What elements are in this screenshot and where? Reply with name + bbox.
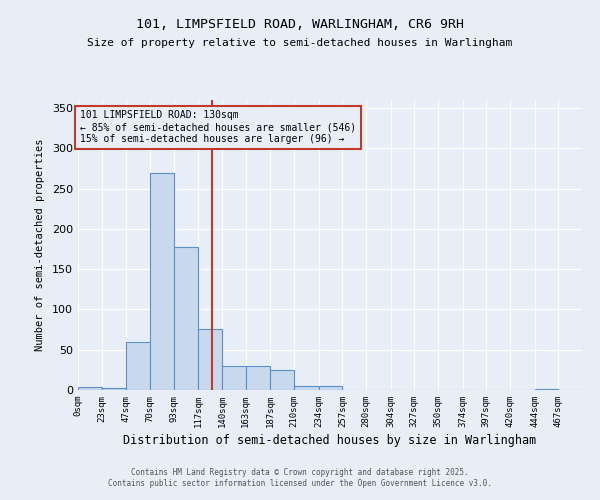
Bar: [271, 370, 294, 390]
Bar: [294, 386, 319, 390]
Bar: [199, 329, 222, 390]
Bar: [78, 387, 101, 390]
Bar: [535, 389, 559, 390]
Bar: [222, 366, 245, 390]
Bar: [319, 386, 343, 390]
Bar: [101, 388, 127, 390]
Text: Contains HM Land Registry data © Crown copyright and database right 2025.
Contai: Contains HM Land Registry data © Crown c…: [108, 468, 492, 487]
Text: Size of property relative to semi-detached houses in Warlingham: Size of property relative to semi-detach…: [88, 38, 512, 48]
Text: 101 LIMPSFIELD ROAD: 130sqm
← 85% of semi-detached houses are smaller (546)
15% : 101 LIMPSFIELD ROAD: 130sqm ← 85% of sem…: [80, 110, 356, 144]
Bar: [127, 342, 150, 390]
Text: 101, LIMPSFIELD ROAD, WARLINGHAM, CR6 9RH: 101, LIMPSFIELD ROAD, WARLINGHAM, CR6 9R…: [136, 18, 464, 30]
Bar: [245, 366, 271, 390]
Y-axis label: Number of semi-detached properties: Number of semi-detached properties: [35, 138, 45, 352]
Bar: [173, 246, 199, 390]
Bar: [150, 172, 173, 390]
X-axis label: Distribution of semi-detached houses by size in Warlingham: Distribution of semi-detached houses by …: [124, 434, 536, 447]
